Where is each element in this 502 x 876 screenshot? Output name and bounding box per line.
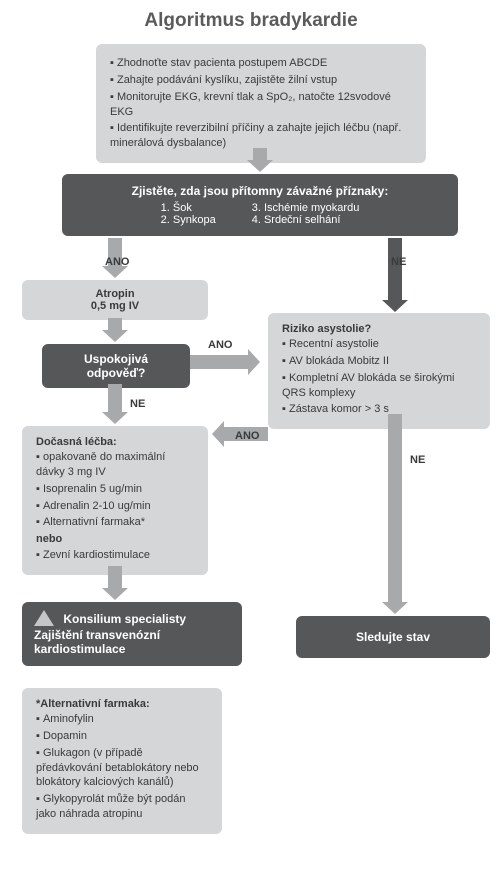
label-ano: ANO xyxy=(208,339,232,351)
temp-item: Alternativní farmaka* xyxy=(36,515,194,530)
specialist-l2: Zajištění transvenózní kardiostimulace xyxy=(34,628,160,656)
risk-item: AV blokáda Mobitz II xyxy=(282,354,476,369)
response-l2: odpověď? xyxy=(52,366,180,380)
risk-item: Kompletní AV blokáda se širokými QRS kom… xyxy=(282,371,476,401)
initial-item: Zahajte podávání kyslíku, zajistěte žiln… xyxy=(110,73,412,88)
alt-item: Glukagon (v případě předávkování betablo… xyxy=(36,746,208,791)
observe-box: Sledujte stav xyxy=(296,616,490,658)
alt-header: *Alternativní farmaka: xyxy=(36,698,208,710)
temp-item: Isoprenalin 5 ug/min xyxy=(36,482,194,497)
initial-list: Zhodnoťte stav pacienta postupem ABCDE Z… xyxy=(110,56,412,151)
risk-box: Riziko asystolie? Recentní asystolie AV … xyxy=(268,313,490,429)
label-ne: NE xyxy=(130,398,145,410)
risk-header: Riziko asystolie? xyxy=(282,323,476,335)
temp-list2: Zevní kardiostimulace xyxy=(36,548,194,563)
observe-text: Sledujte stav xyxy=(356,630,430,644)
temp-nebo: nebo xyxy=(36,533,194,545)
page-title: Algoritmus bradykardie xyxy=(0,0,502,40)
assess-columns: 1. Šok 2. Synkopa 3. Ischémie myokardu 4… xyxy=(76,202,444,226)
symptom: 2. Synkopa xyxy=(161,214,216,226)
response-l1: Uspokojivá xyxy=(52,352,180,366)
temp-list: opakovaně do maximální dávky 3 mg IV Iso… xyxy=(36,450,194,530)
specialist-box: Konsilium specialisty Zajištění transven… xyxy=(22,602,242,666)
risk-list: Recentní asystolie AV blokáda Mobitz II … xyxy=(282,337,476,417)
initial-item: Zhodnoťte stav pacienta postupem ABCDE xyxy=(110,56,412,71)
atropin-l2: 0,5 mg IV xyxy=(32,300,198,312)
temp-item: Zevní kardiostimulace xyxy=(36,548,194,563)
label-ne: NE xyxy=(391,256,406,268)
arrow-icon xyxy=(388,238,402,302)
temp-item: Adrenalin 2-10 ug/min xyxy=(36,499,194,514)
symptom: 4. Srdeční selhání xyxy=(252,214,360,226)
label-ano: ANO xyxy=(105,256,129,268)
arrow-icon xyxy=(253,148,267,162)
risk-item: Recentní asystolie xyxy=(282,337,476,352)
assess-symptoms-box: Zjistěte, zda jsou přítomny závažné příz… xyxy=(62,174,458,236)
symptom: 3. Ischémie myokardu xyxy=(252,202,360,214)
alt-item: Dopamin xyxy=(36,729,208,744)
alt-item: Aminofylin xyxy=(36,712,208,727)
alt-farmaka-box: *Alternativní farmaka: Aminofylin Dopami… xyxy=(22,688,222,834)
response-box: Uspokojivá odpověď? xyxy=(42,344,190,388)
initial-item: Identifikujte reverzibilní příčiny a zah… xyxy=(110,121,412,151)
atropin-l1: Atropin xyxy=(32,288,198,300)
alt-item: Glykopyrolát může být podán jako náhrada… xyxy=(36,792,208,822)
initial-item: Monitorujte EKG, krevní tlak a SpO₂, nat… xyxy=(110,90,412,120)
label-ne: NE xyxy=(410,454,425,466)
temp-treatment-box: Dočasná léčba: opakovaně do maximální dá… xyxy=(22,426,208,575)
temp-header: Dočasná léčba: xyxy=(36,436,194,448)
arrow-icon xyxy=(108,318,122,332)
arrow-icon xyxy=(388,414,402,604)
arrow-icon xyxy=(108,566,122,590)
atropin-box: Atropin 0,5 mg IV xyxy=(22,280,208,320)
assess-header: Zjistěte, zda jsou přítomny závažné příz… xyxy=(76,184,444,198)
arrow-icon xyxy=(190,355,250,369)
alt-list: Aminofylin Dopamin Glukagon (v případě p… xyxy=(36,712,208,822)
label-ano: ANO xyxy=(235,430,259,442)
specialist-l1: Konsilium specialisty xyxy=(63,612,186,626)
initial-assessment-box: Zhodnoťte stav pacienta postupem ABCDE Z… xyxy=(96,44,426,163)
risk-item: Zástava komor > 3 s xyxy=(282,402,476,417)
symptom: 1. Šok xyxy=(161,202,216,214)
warning-icon xyxy=(34,610,54,626)
temp-item: opakovaně do maximální dávky 3 mg IV xyxy=(36,450,194,480)
arrow-icon xyxy=(108,384,122,414)
